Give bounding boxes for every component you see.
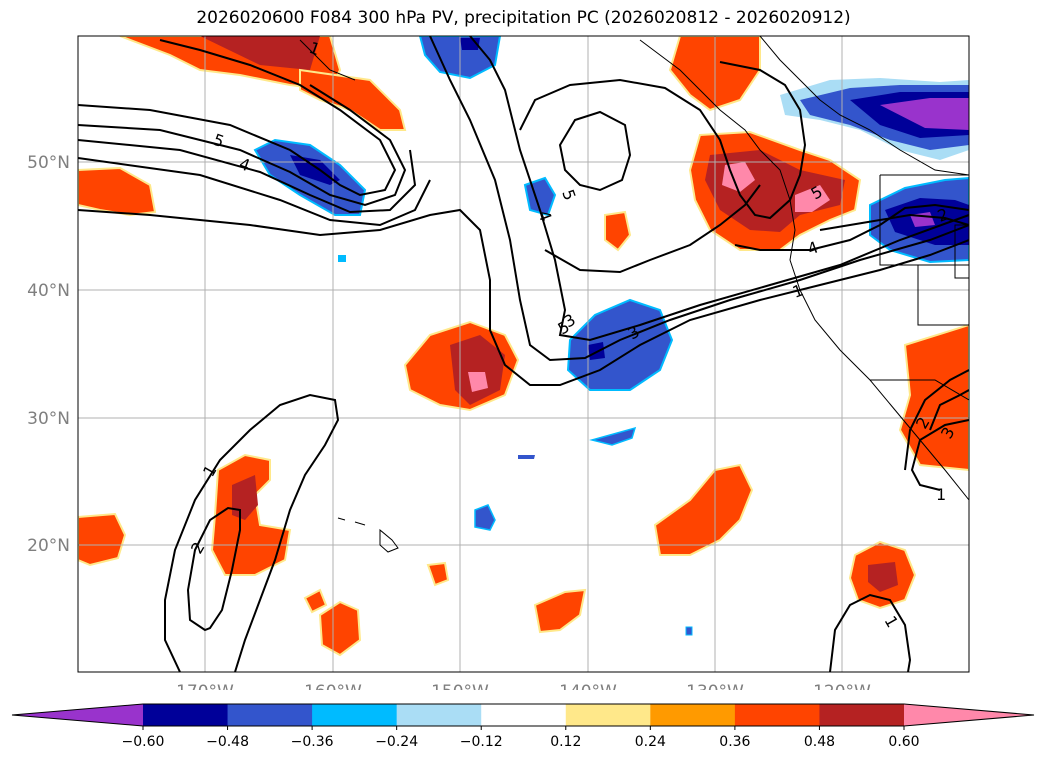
colorbar-ticks: −0.60 −0.48 −0.36 −0.24 −0.12 0.12 0.24 0.36 0.4… [122,726,920,750]
colorbar: −0.60 −0.48 −0.36 −0.24 −0.12 0.12 0.24 0.36 0.4… [11,703,1035,750]
colorbar-segment [650,704,736,726]
lat-label: 20°N [27,536,70,556]
lat-label: 40°N [27,281,70,301]
colorbar-tick-label: 0.12 [550,734,581,750]
colorbar-tick-label: 0.60 [888,734,919,750]
lat-label: 50°N [27,153,70,173]
colorbar-segment [565,704,651,726]
lon-label: 130°W [686,682,744,690]
map-panel: 5 4 1 5 4 5 3 3 5 4 1 2 1 2 1 1 3 2 50°N… [27,35,970,690]
colorbar-segment [819,704,905,726]
lon-label: 140°W [559,682,617,690]
colorbar-segment [734,704,820,726]
lon-label: 160°W [304,682,362,690]
colorbar-segment [312,704,398,726]
colorbar-segment [227,704,313,726]
colorbar-tick-label: −0.24 [375,734,418,750]
lat-label: 30°N [27,409,70,429]
colorbar-tick-label: 0.36 [719,734,750,750]
colorbar-segment [143,704,229,726]
colorbar-tick-label: −0.60 [122,734,165,750]
colorbar-extend-high [904,704,1034,726]
map-frame [77,35,970,673]
lon-label: 150°W [431,682,489,690]
colorbar-extend-low [12,704,143,726]
lon-label: 120°W [813,682,871,690]
colorbar-tick-label: −0.48 [206,734,249,750]
colorbar-tick-label: 0.24 [635,734,666,750]
colorbar-segments [11,703,1035,727]
colorbar-tick-label: 0.48 [804,734,835,750]
lon-label: 170°W [176,682,234,690]
map-title: 2026020600 F084 300 hPa PV, precipitatio… [196,8,851,28]
coastlines [299,36,969,553]
colorbar-tick-label: −0.12 [460,734,503,750]
contour-label: 1 [936,485,946,504]
colorbar-segment [396,704,482,726]
pv-contours [78,36,969,672]
colorbar-segment [481,704,567,726]
colorbar-tick-label: −0.36 [291,734,334,750]
